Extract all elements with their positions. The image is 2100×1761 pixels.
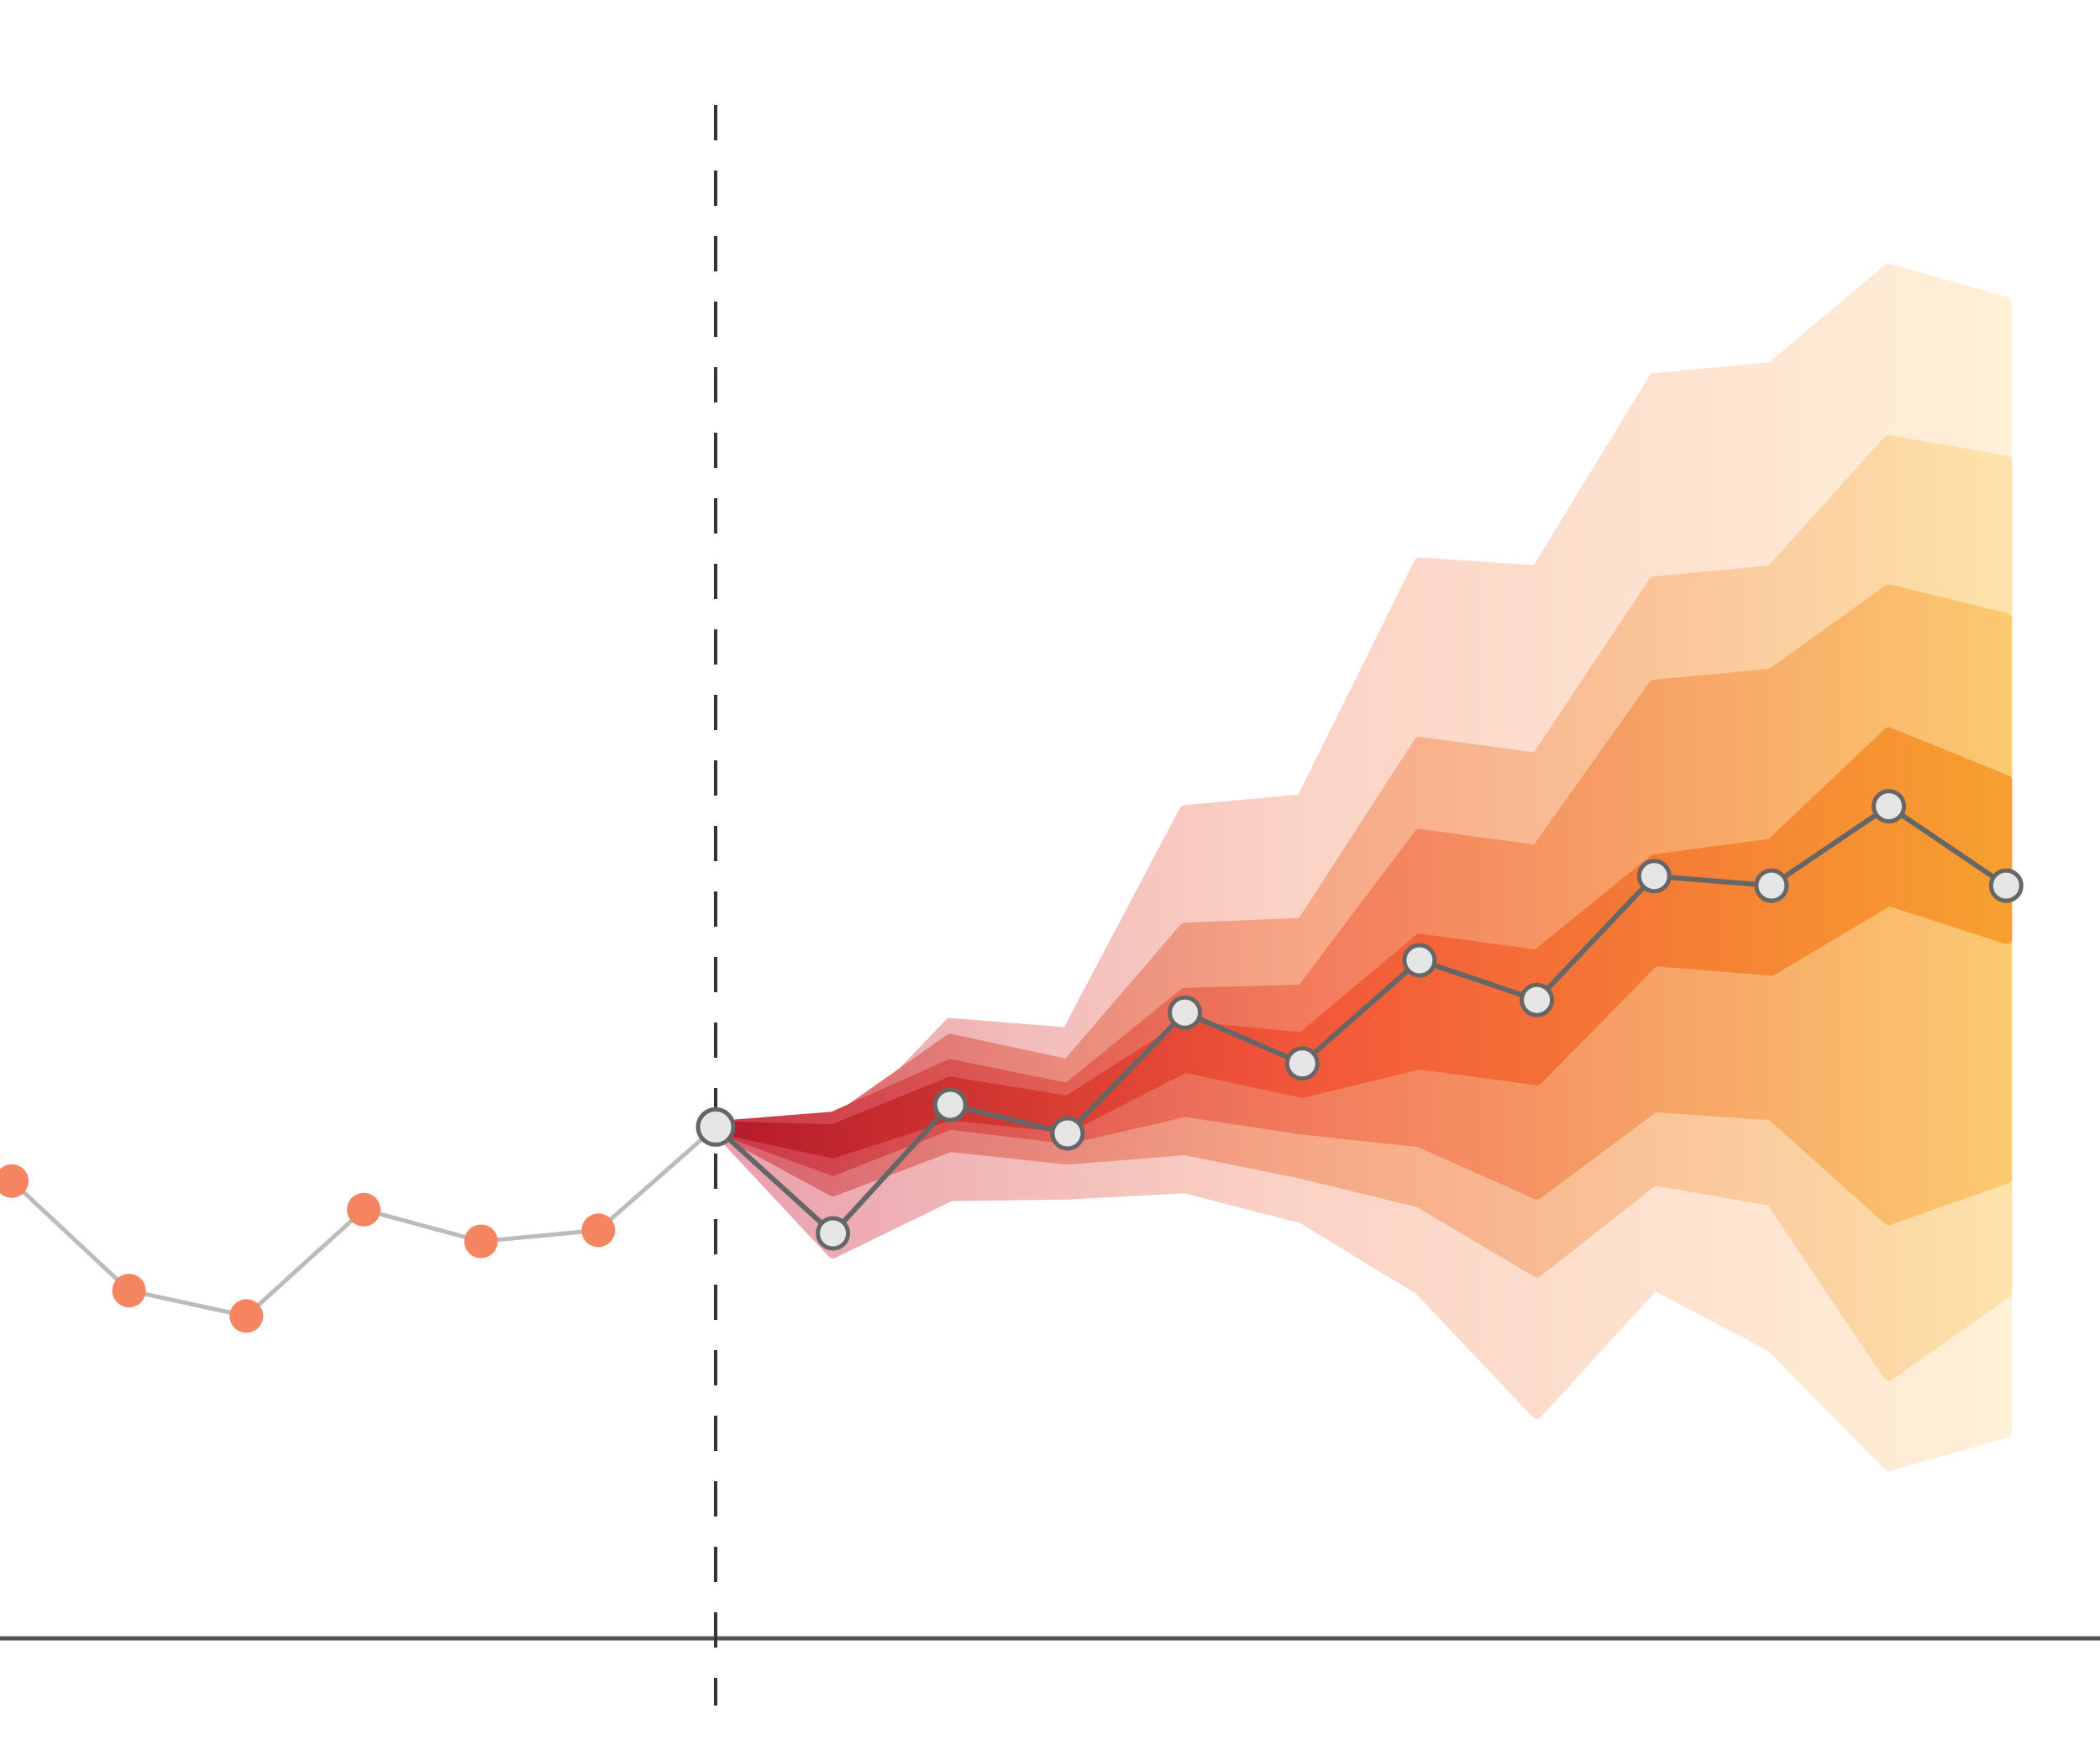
axes bbox=[0, 105, 2100, 1706]
history-point bbox=[0, 1164, 29, 1198]
forecast-point bbox=[1050, 1116, 1085, 1151]
forecast-point bbox=[1754, 868, 1789, 903]
history-point bbox=[112, 1274, 146, 1308]
series-points bbox=[0, 789, 2024, 1333]
forecast-point bbox=[1284, 1046, 1320, 1081]
forecast-point bbox=[1402, 943, 1437, 978]
fan-band-inner bbox=[710, 727, 2013, 1159]
forecast-point bbox=[932, 1087, 968, 1122]
forecast-point bbox=[1988, 868, 2024, 903]
forecast-point bbox=[1636, 859, 1672, 894]
forecast-point bbox=[1872, 789, 1907, 824]
forecast-median-line bbox=[713, 803, 2008, 1236]
forecast-point bbox=[1168, 995, 1203, 1030]
history-point bbox=[229, 1299, 264, 1333]
forecast-point bbox=[1520, 982, 1555, 1017]
history-point bbox=[464, 1224, 498, 1259]
history-point bbox=[581, 1213, 616, 1248]
forecast-point bbox=[816, 1216, 851, 1251]
history-point bbox=[347, 1192, 381, 1227]
fan-bands bbox=[710, 263, 2013, 1471]
now-point bbox=[696, 1107, 736, 1147]
